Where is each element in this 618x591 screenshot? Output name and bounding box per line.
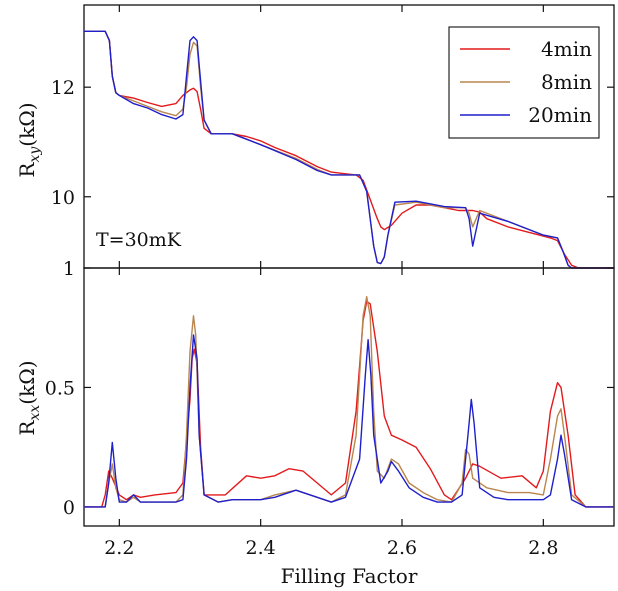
top-series-20min	[84, 30, 614, 269]
bottom-y-tick-label: 1	[63, 258, 75, 280]
x-axis-label: Filling Factor	[281, 564, 418, 588]
legend: 4min 8min 20min	[448, 26, 600, 139]
bottom-panel: 2.2 2.4 2.6 2.8 0 0.5 1 Rxx(kΩ) Filling Factor	[15, 258, 615, 588]
top-series-lines	[84, 30, 614, 269]
bottom-y-tick-label: 0	[63, 497, 75, 519]
top-annotation: T=30mK	[96, 229, 182, 251]
top-y-tick-label: 10	[51, 187, 75, 209]
bottom-ylabel-sub: xx	[27, 405, 43, 421]
top-y-tick-label: 12	[51, 77, 75, 99]
bottom-ylabel-base: R	[15, 420, 39, 436]
x-tick-label: 2.2	[104, 537, 134, 559]
top-panel: 10 12 T=30mK Rxy(kΩ) 4min 8min 20min	[15, 4, 615, 269]
bottom-y-tick-label: 0.5	[45, 377, 75, 399]
bottom-series-lines	[84, 296, 614, 508]
bottom-plot-frame	[83, 267, 615, 527]
top-ticks: 10 12	[51, 5, 614, 268]
top-ylabel: Rxy(kΩ)	[15, 102, 43, 177]
bottom-ylabel: Rxx(kΩ)	[15, 360, 43, 435]
bottom-ylabel-unit: (kΩ)	[15, 360, 39, 404]
top-ylabel-sub: xy	[27, 146, 43, 163]
x-tick-label: 2.6	[387, 537, 417, 559]
x-tick-label: 2.8	[528, 537, 558, 559]
legend-label-20min: 20min	[528, 103, 592, 127]
legend-label-8min: 8min	[541, 70, 592, 94]
legend-items: 4min 8min 20min	[460, 37, 592, 127]
top-ylabel-unit: (kΩ)	[15, 102, 39, 146]
bottom-series-4min	[84, 300, 614, 508]
top-series-4min	[84, 30, 614, 269]
legend-label-4min: 4min	[541, 37, 592, 61]
bottom-series-8min	[84, 296, 614, 508]
bottom-series-20min	[84, 334, 614, 508]
top-ylabel-base: R	[15, 162, 39, 178]
bottom-ticks: 2.2 2.4 2.6 2.8 0 0.5 1	[45, 258, 614, 559]
x-tick-label: 2.4	[246, 537, 276, 559]
